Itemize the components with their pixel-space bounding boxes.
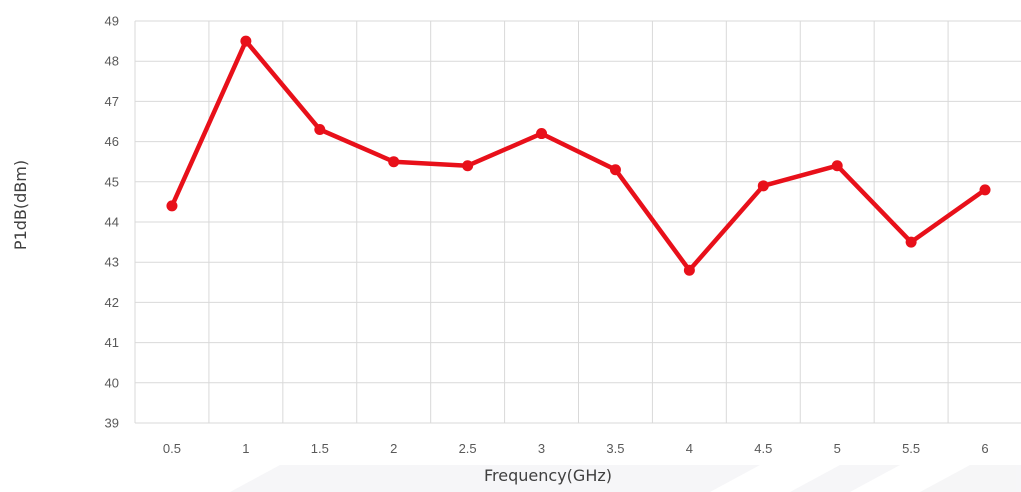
grid	[134, 20, 1021, 424]
x-tick-label: 2.5	[459, 441, 477, 456]
x-tick-label: 3.5	[606, 441, 624, 456]
watermark-stripes	[230, 465, 1021, 492]
data-point	[831, 160, 843, 172]
data-point	[462, 160, 474, 172]
data-point	[314, 124, 326, 136]
y-axis-title: P1dB(dBm)	[11, 160, 30, 250]
x-axis-ticks: 0.5 1 1.5 2 2.5 3 3.5 4 4.5 5 5.5 6	[163, 441, 989, 456]
y-axis-ticks: 39 40 41 42 43 44 45 46 47 48 49	[105, 14, 119, 431]
data-point	[536, 128, 548, 140]
x-tick-label: 0.5	[163, 441, 181, 456]
data-point	[166, 200, 178, 212]
x-tick-label: 1	[242, 441, 249, 456]
x-tick-label: 5.5	[902, 441, 920, 456]
y-tick-label: 45	[105, 174, 119, 189]
data-point	[240, 35, 252, 47]
y-tick-label: 40	[105, 375, 119, 390]
data-point	[388, 156, 400, 168]
x-tick-label: 6	[981, 441, 988, 456]
data-point	[683, 264, 695, 276]
y-tick-label: 39	[105, 416, 119, 431]
x-axis-title: Frequency(GHz)	[484, 466, 612, 485]
y-tick-label: 41	[105, 335, 119, 350]
y-tick-label: 47	[105, 94, 119, 109]
y-tick-label: 46	[105, 134, 119, 149]
y-tick-label: 44	[105, 215, 119, 230]
x-tick-label: 3	[538, 441, 545, 456]
y-tick-label: 49	[105, 14, 119, 29]
series	[166, 35, 991, 276]
y-tick-label: 42	[105, 295, 119, 310]
x-tick-label: 5	[834, 441, 841, 456]
x-tick-label: 1.5	[311, 441, 329, 456]
series-line	[169, 38, 988, 273]
x-tick-label: 4	[686, 441, 693, 456]
x-tick-label: 2	[390, 441, 397, 456]
data-point	[757, 180, 769, 192]
y-tick-label: 48	[105, 54, 119, 69]
x-tick-label: 4.5	[754, 441, 772, 456]
data-point	[609, 164, 621, 176]
y-tick-label: 43	[105, 255, 119, 270]
data-point	[905, 236, 917, 248]
data-point	[979, 184, 991, 196]
